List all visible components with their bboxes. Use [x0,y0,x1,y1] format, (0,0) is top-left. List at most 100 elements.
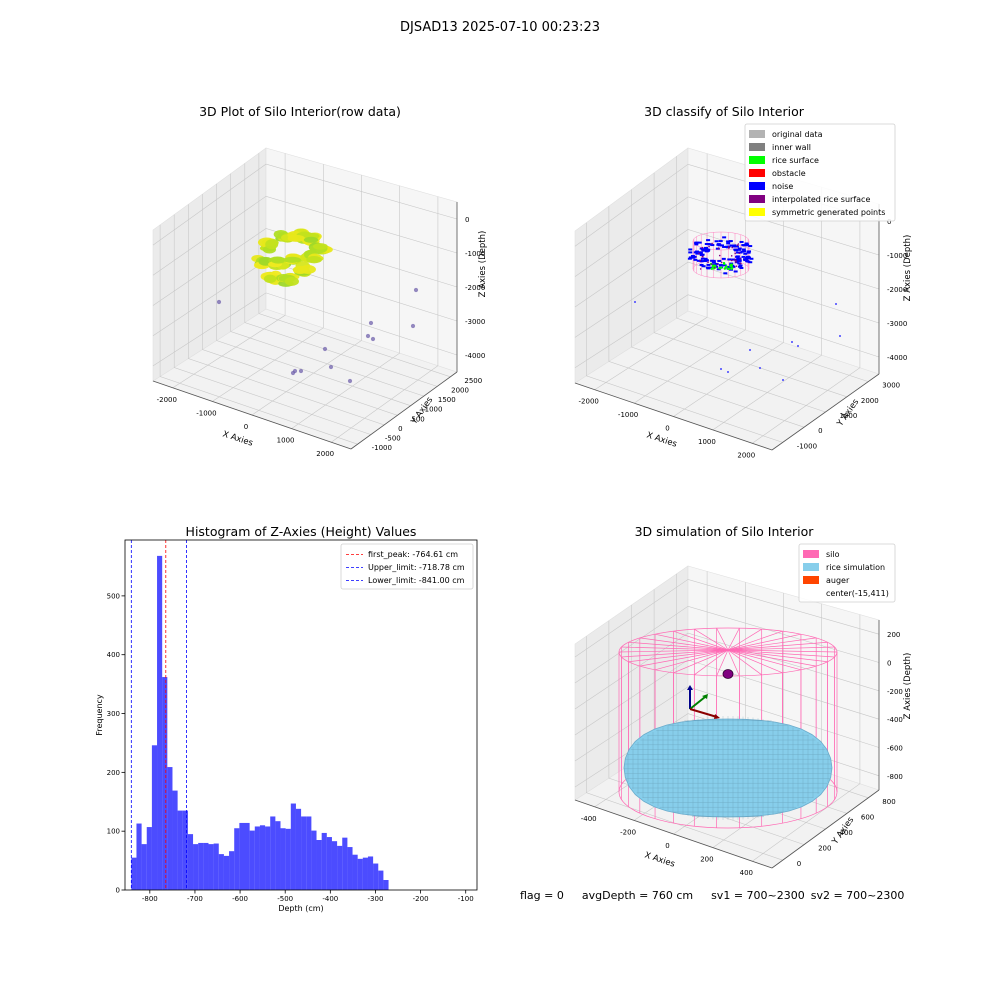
histogram-bar [337,845,343,890]
grid-line-y [230,173,424,397]
noise-point [720,244,725,247]
noise-point [704,246,709,249]
grid-line-y [653,172,847,398]
classify-plot-title: 3D classify of Silo Interior [644,104,805,119]
noise-point [704,259,709,262]
rice-surface-point [265,239,279,250]
x-tick-label: 0 [665,842,669,850]
grid-line-z [152,228,458,306]
silo-roof-line [639,637,729,651]
noise-point [723,272,728,275]
histogram-bar [316,840,322,890]
noise-point [706,239,711,242]
noise-point [722,264,727,267]
histogram-bar [270,816,276,890]
rice-surface-point [724,265,728,268]
histogram-bar [208,844,214,890]
noise-point [696,259,701,262]
interpolated-point [701,246,704,249]
noise-point [370,336,376,342]
silo-roof-line [639,649,729,667]
z-tick-label: 0 [465,216,469,224]
grid-line-y [216,183,411,406]
histogram-bar [311,830,317,890]
grid-line-y [608,206,805,428]
x-tick-label: -1000 [618,411,638,419]
grid-line-z [152,292,458,367]
histogram-bar [203,842,209,890]
legend-frame [744,123,896,222]
y-tick-label: 600 [861,813,874,821]
histogram-y-label: Frequency [95,694,104,736]
histogram-bar [213,843,219,890]
x-tick-label: -800 [142,895,158,903]
noise-point [688,248,693,251]
x-tick-label: -400 [322,895,338,903]
y-tick-label: 800 [882,798,895,806]
classify-plot-x-label: X Axies [645,430,678,449]
noise-point [745,255,750,258]
noise-point [725,246,730,249]
noise-point [702,249,707,252]
histogram-bar [285,828,291,890]
legend-swatch [803,563,819,571]
grid-line-x [752,198,861,444]
histogram-bar [187,834,194,890]
noise-point [694,243,699,246]
noise-point [743,252,748,255]
grid-lines [152,153,458,445]
noise-point [734,258,739,261]
legend-swatch [749,143,765,151]
histogram-bar [280,828,286,890]
legend-label: noise [772,182,793,191]
z-tick-label: -200 [887,688,903,696]
axis-arrow-y [689,696,706,710]
silo-roof-line [694,649,729,676]
noise-point [737,259,742,262]
silo-roof-line [621,649,729,658]
histogram-ticks: -800 -700 -600 -500 -400 -300 -200 -100 0 100 200 3… [107,592,474,903]
noise-point [739,266,744,269]
rice-surface-mesh [624,716,832,820]
histogram-legend: first_peak: -764.61 cm Upper_limit: -718.… [340,543,474,590]
x-tick-label: -600 [232,895,248,903]
histogram-bar [244,822,250,890]
rice-surface [623,716,833,820]
legend-frame [798,543,896,603]
noise-point [731,258,736,261]
histogram-bar [259,825,266,890]
interpolated-point [735,261,737,263]
x-tick-label: -200 [620,828,636,836]
noise-point [741,244,746,247]
noise-point [749,257,754,260]
y-tick-label: 0 [116,887,120,895]
noise-point [717,259,722,262]
interpolated-point [730,255,733,257]
silo-roof-line [727,628,762,651]
histogram-bar [326,837,332,890]
silo-roof-line [727,649,828,663]
grid-line-y [585,222,783,443]
noise-point [693,258,698,261]
z-tick-label: -2000 [887,286,907,294]
histogram-bar [146,827,152,890]
noise-point [736,248,741,251]
histogram-frame [124,539,478,891]
status-footer: flag = 0 avgDepth = 760 cm sv1 = 700~2300 s… [520,889,922,902]
histogram-x-label: Depth (cm) [278,904,323,913]
noise-point [736,251,741,254]
histogram-bar [162,677,168,890]
x-tick-label: -1000 [196,409,216,417]
y-tick-label: -1000 [372,444,392,452]
noise-point [718,264,723,267]
simulation-plot-x-label: X Axies [643,850,676,869]
z-tick-label: 0 [887,660,891,668]
noise-point [716,243,721,246]
noise-point [747,250,752,253]
y-tick-label: -500 [385,435,401,443]
x-tick-label: -500 [277,895,293,903]
noise-point [716,268,721,271]
histogram-bar [223,855,230,890]
z-tick-label: -600 [887,745,903,753]
